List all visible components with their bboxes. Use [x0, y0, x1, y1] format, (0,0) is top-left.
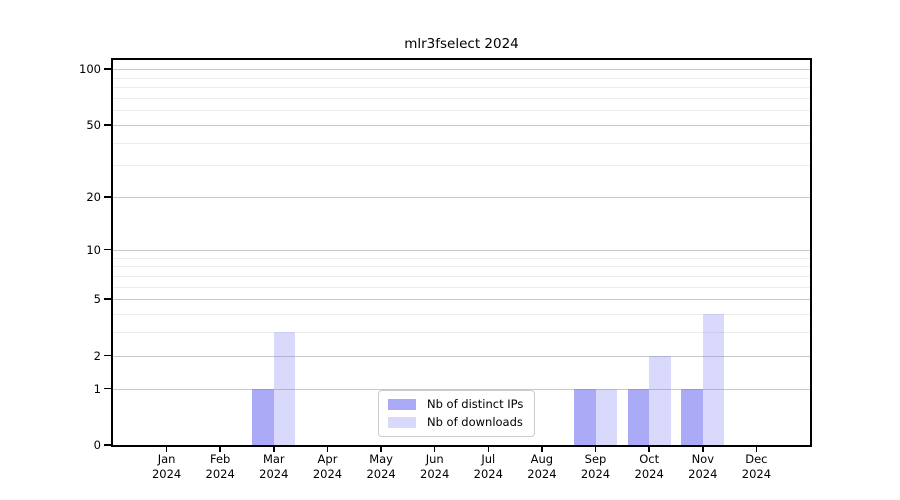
x-tick-label: Jun 2024 — [420, 452, 450, 481]
legend-item-downloads: Nb of downloads — [388, 416, 523, 429]
y-tick-label: 0 — [93, 438, 101, 452]
x-tick-label: Dec 2024 — [741, 452, 772, 481]
x-tick-label: Apr 2024 — [312, 452, 343, 481]
x-tick-label: Nov 2024 — [688, 452, 718, 481]
gridline-major — [113, 388, 810, 390]
y-tick-mark — [104, 387, 111, 390]
y-tick-mark — [104, 68, 111, 70]
gridline-major — [113, 249, 810, 251]
x-tick-mark — [702, 447, 704, 452]
legend-swatch-distinct-ips — [388, 399, 416, 410]
x-tick-mark — [541, 447, 543, 452]
x-tick-mark — [648, 447, 650, 452]
x-tick-label: Jan 2024 — [151, 452, 182, 481]
y-tick-label: 20 — [86, 190, 101, 205]
gridline-minor — [113, 97, 810, 99]
x-tick-label: Oct 2024 — [634, 452, 664, 481]
gridline-major — [113, 299, 810, 301]
x-tick-label: May 2024 — [366, 452, 396, 481]
bar-downloads — [702, 313, 725, 445]
plot-area: Nb of distinct IPs Nb of downloads 100 50… — [79, 58, 812, 481]
gridline-major — [113, 197, 810, 199]
gridline-minor — [113, 332, 810, 334]
x-tick-mark — [380, 447, 382, 452]
x-tick-mark — [755, 447, 758, 452]
gridline-minor — [113, 313, 810, 315]
x-tick-mark — [487, 447, 490, 452]
y-tick-label: 1 — [93, 381, 101, 396]
x-tick-label: Aug 2024 — [527, 452, 557, 481]
x-tick-label: Sep 2024 — [580, 452, 611, 481]
legend-item-distinct-ips: Nb of distinct IPs — [388, 398, 523, 411]
bar-distinct-ips — [627, 388, 650, 445]
y-tick-mark — [104, 196, 111, 198]
legend-swatch-downloads — [388, 417, 416, 428]
gridline-major — [113, 355, 810, 357]
bar-distinct-ips — [681, 388, 703, 445]
bar-distinct-ips — [252, 388, 274, 445]
y-tick-mark — [104, 444, 111, 446]
y-tick-mark — [104, 248, 111, 251]
gridline-minor — [113, 275, 810, 277]
gridline-minor — [113, 110, 810, 112]
bar-distinct-ips — [574, 388, 596, 445]
bar-downloads — [595, 388, 617, 445]
y-tick-mark — [104, 298, 111, 300]
gridline-minor — [113, 77, 810, 79]
y-tick-label: 50 — [86, 117, 101, 132]
bar-downloads — [273, 332, 296, 445]
y-tick-label: 10 — [86, 242, 101, 257]
y-tick-label: 100 — [79, 62, 101, 77]
gridline-major — [113, 124, 810, 126]
x-tick-mark — [433, 447, 436, 452]
gridline-major — [113, 69, 810, 71]
x-tick-mark — [326, 447, 329, 452]
gridline-minor — [113, 87, 810, 89]
x-tick-label: Mar 2024 — [259, 452, 289, 481]
gridline-minor — [113, 142, 810, 144]
y-tick-label: 5 — [93, 292, 101, 307]
gridline-minor — [113, 286, 810, 288]
x-tick-mark — [219, 447, 221, 452]
bar-downloads — [649, 355, 671, 445]
x-tick-label: Jul 2024 — [473, 452, 503, 481]
y-tick-label: 2 — [93, 348, 101, 363]
gridline-minor — [113, 266, 810, 268]
x-tick-mark — [594, 447, 597, 452]
x-tick-mark — [165, 447, 168, 452]
legend-label-downloads: Nb of downloads — [427, 415, 523, 429]
legend: Nb of distinct IPs Nb of downloads — [378, 390, 536, 437]
gridline-minor — [113, 257, 810, 259]
y-tick-mark — [104, 354, 111, 357]
y-tick-mark — [104, 124, 111, 126]
legend-label-distinct-ips: Nb of distinct IPs — [427, 397, 524, 411]
gridline-minor — [113, 165, 810, 167]
chart-title: mlr3fselect 2024 — [404, 36, 519, 52]
x-tick-mark — [273, 447, 275, 452]
x-tick-label: Feb 2024 — [205, 452, 235, 481]
